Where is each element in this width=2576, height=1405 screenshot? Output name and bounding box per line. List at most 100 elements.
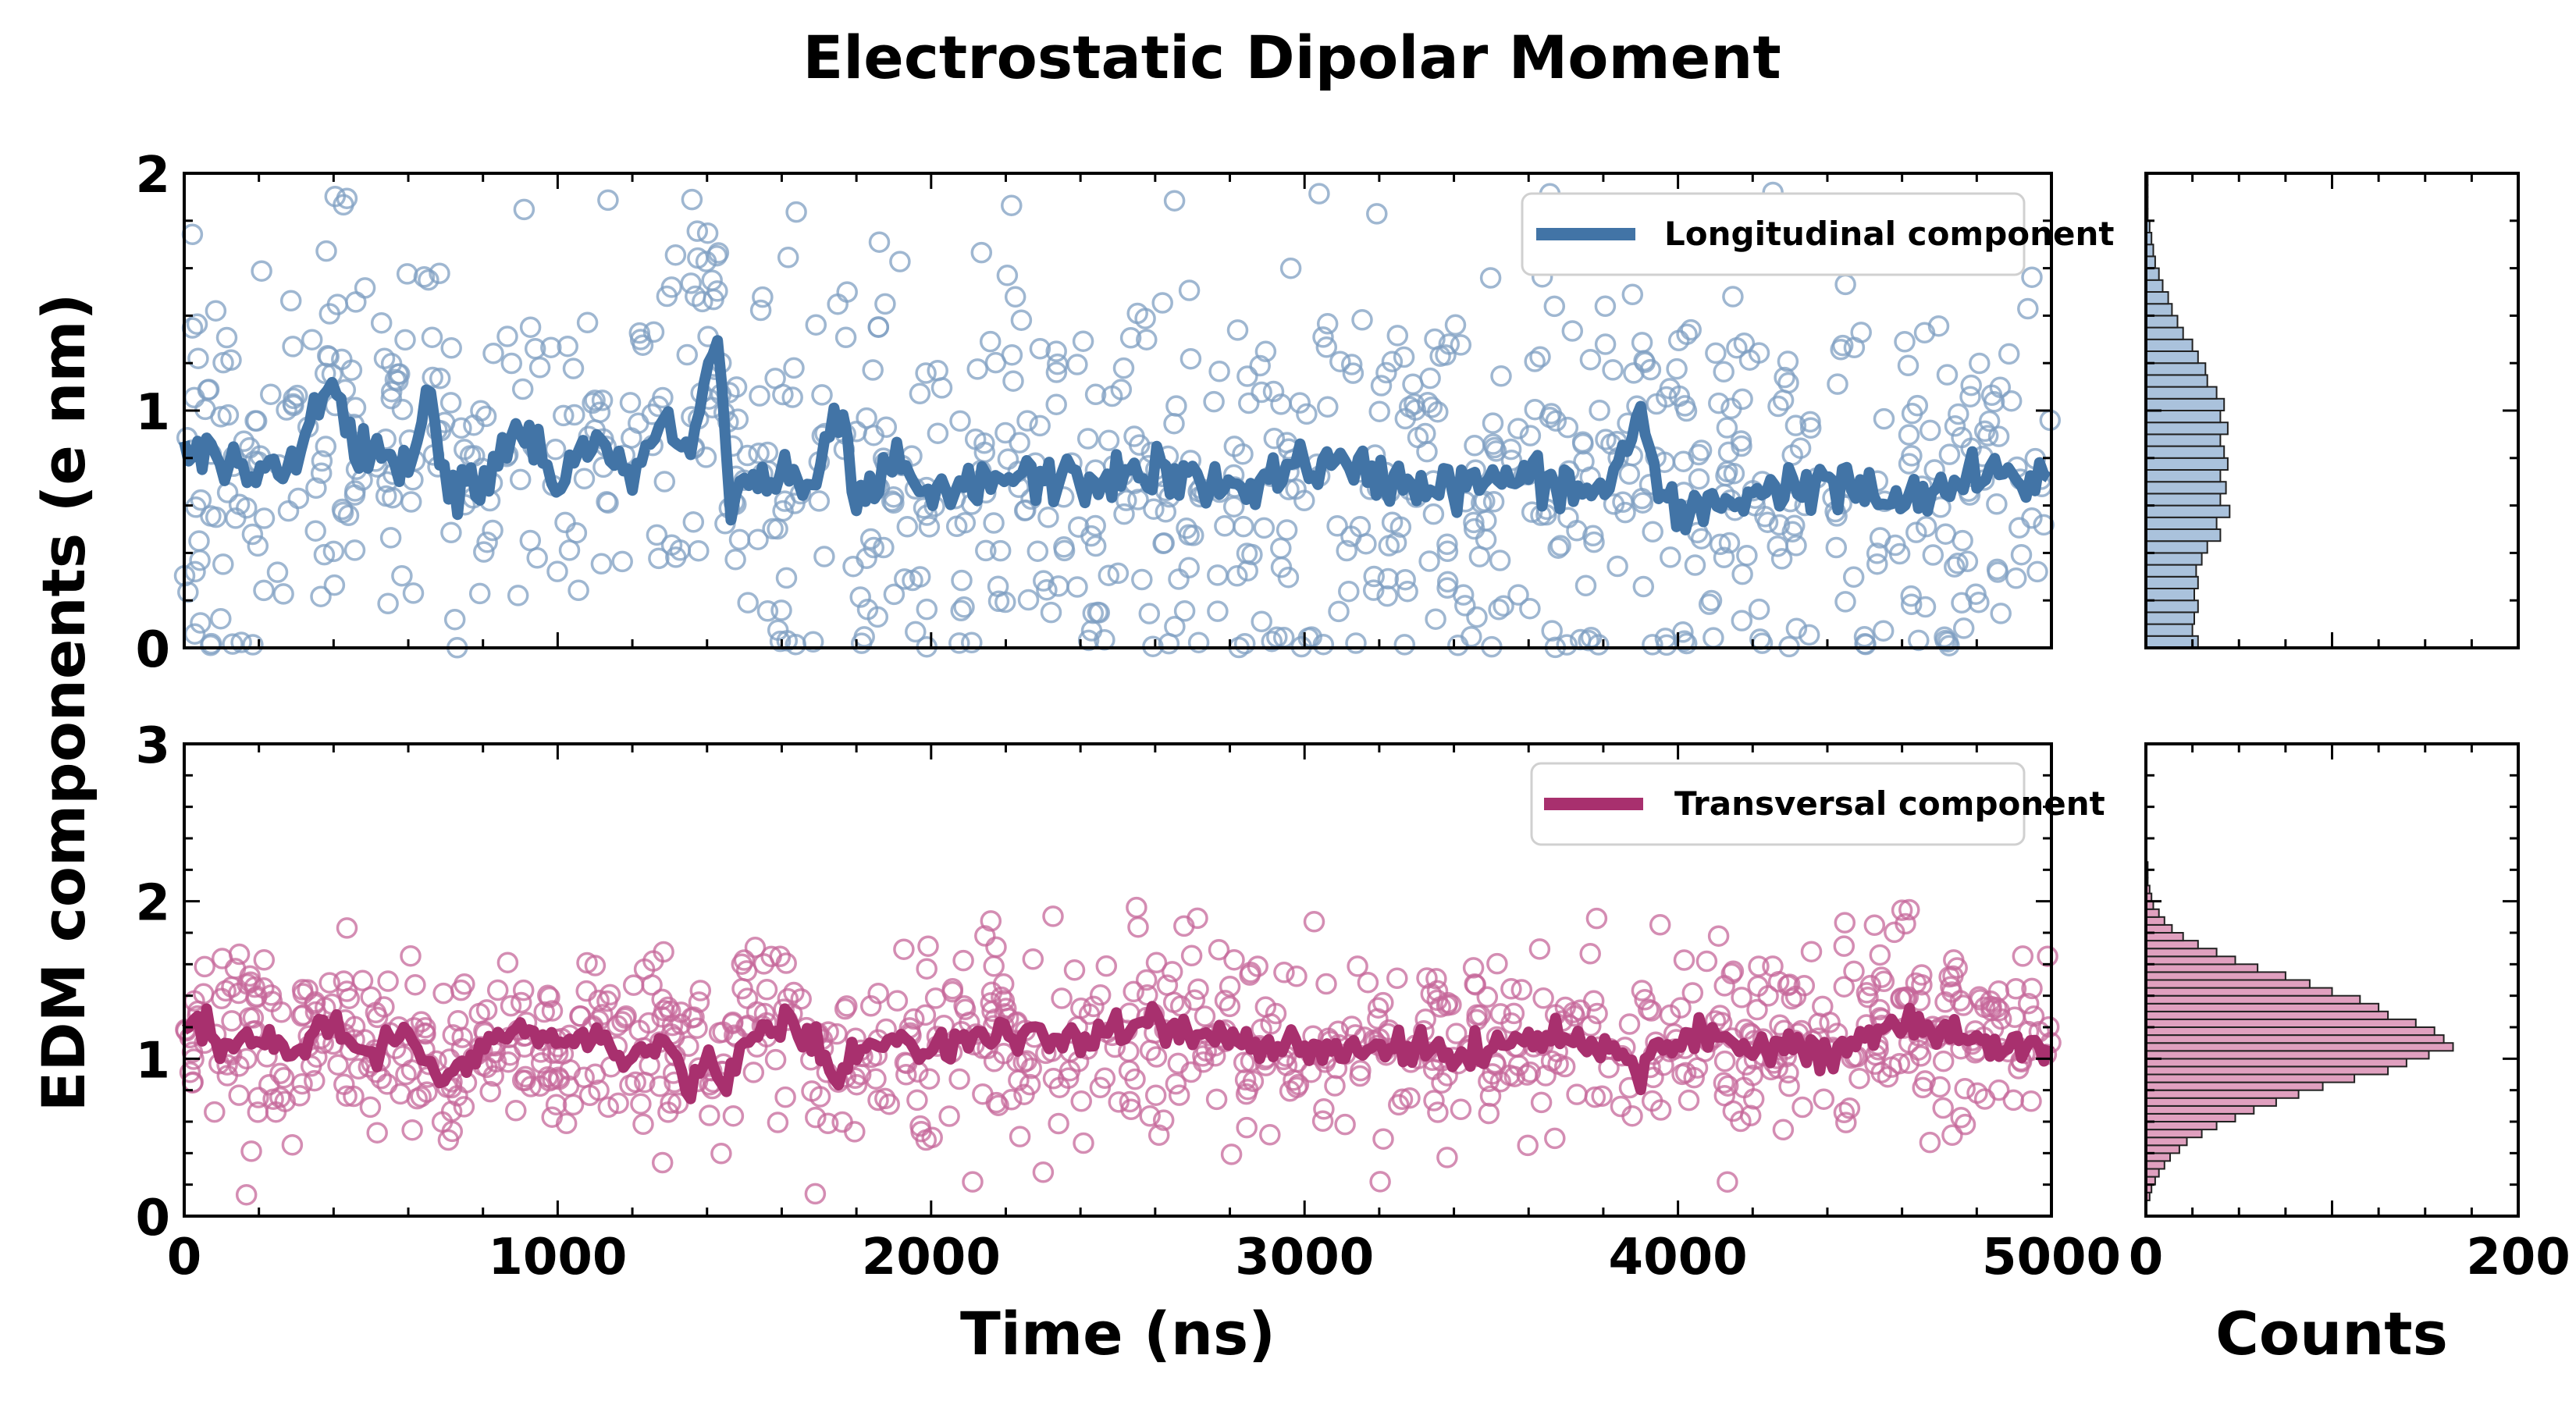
- scatter-point: [638, 1012, 660, 1034]
- scatter-point: [1869, 527, 1891, 549]
- scatter-point: [742, 1062, 765, 1083]
- scatter-point: [1941, 1124, 1963, 1147]
- scatter-point: [1594, 333, 1617, 355]
- scatter-point: [1447, 635, 1469, 656]
- scatter-point: [258, 1073, 280, 1096]
- scatter-point: [749, 385, 770, 407]
- scatter-point: [724, 549, 746, 571]
- scatter-point: [253, 507, 276, 529]
- scatter-point: [1713, 546, 1735, 569]
- scatter-point: [1053, 536, 1075, 558]
- scatter-point: [756, 979, 778, 1001]
- scatter-point: [470, 400, 492, 422]
- scatter-point: [422, 366, 443, 389]
- scatter-point: [390, 1083, 411, 1105]
- histogram-bar: [2145, 326, 2184, 340]
- scatter-point: [979, 330, 1002, 353]
- scatter-point: [1010, 309, 1033, 331]
- histogram-bar: [2145, 528, 2222, 542]
- histogram-bar: [2145, 422, 2229, 436]
- histogram-bar: [2145, 908, 2160, 918]
- scatter-point: [859, 528, 882, 550]
- scatter-point: [1226, 319, 1249, 341]
- scatter-point: [260, 383, 282, 405]
- scatter-point: [987, 590, 1010, 613]
- scatter-point: [1388, 1094, 1410, 1116]
- scatter-point: [1544, 1127, 1566, 1150]
- scatter-point: [565, 521, 588, 544]
- histogram-bar: [2145, 433, 2222, 447]
- scatter-point: [442, 1024, 464, 1046]
- scatter-point: [805, 314, 827, 336]
- scatter-point: [1315, 336, 1338, 358]
- scatter-point: [1017, 589, 1040, 611]
- scatter-point: [509, 468, 532, 491]
- scatter-point: [1123, 980, 1144, 1003]
- scatter-point: [1153, 532, 1175, 554]
- scatter-point: [1989, 376, 2012, 399]
- scatter-point: [985, 936, 1007, 959]
- scatter-point: [2002, 1089, 2025, 1112]
- scatter-point: [680, 272, 702, 294]
- scatter-point: [1678, 1089, 1700, 1112]
- scatter-point: [1767, 535, 1788, 557]
- scatter-point: [1436, 540, 1459, 563]
- scatter-point: [633, 958, 656, 980]
- histogram-bar: [2145, 994, 2361, 1005]
- scatter-point: [906, 1089, 928, 1112]
- scatter-point: [1367, 997, 1389, 1019]
- scatter-point: [251, 260, 272, 282]
- scatter-point: [216, 1065, 239, 1087]
- scatter-point: [902, 569, 923, 592]
- scatter-point: [1165, 1072, 1187, 1095]
- scatter-point: [569, 1005, 591, 1027]
- scatter-point: [336, 917, 358, 939]
- scatter-point: [253, 579, 275, 602]
- scatter-point: [874, 1087, 896, 1110]
- scatter-point: [313, 543, 336, 566]
- scatter-point: [391, 398, 414, 421]
- scatter-point: [1717, 1075, 1739, 1097]
- scatter-point: [345, 291, 367, 313]
- scatter-point: [1956, 550, 1979, 573]
- scatter-point: [253, 949, 276, 971]
- histogram-bar: [2145, 1026, 2435, 1037]
- scatter-point: [1420, 983, 1443, 1005]
- scatter-point: [842, 555, 864, 578]
- scatter-point: [453, 1096, 475, 1118]
- scatter-point: [1684, 554, 1706, 576]
- scatter-point: [479, 1080, 501, 1103]
- scatter-point: [1345, 632, 1367, 654]
- scatter-point: [1482, 491, 1505, 513]
- scatter-point: [304, 991, 326, 1013]
- scatter-point: [1279, 257, 1302, 279]
- scatter-point: [1326, 515, 1348, 537]
- scatter-point: [1483, 436, 1506, 459]
- scatter-point: [1785, 617, 1808, 639]
- scatter-point: [310, 585, 332, 607]
- scatter-point: [909, 382, 931, 405]
- scatter-point: [1866, 542, 1888, 564]
- scatter-point: [1289, 392, 1311, 414]
- scatter-point: [949, 410, 971, 432]
- scatter-point: [1340, 525, 1362, 547]
- scatter-point: [241, 523, 264, 546]
- scatter-point: [217, 404, 240, 426]
- scatter-point: [1223, 948, 1245, 971]
- scatter-point: [327, 1054, 349, 1076]
- scatter-point: [834, 326, 857, 349]
- scatter-point: [400, 944, 422, 967]
- histogram-bar: [2145, 963, 2259, 973]
- scatter-point: [749, 299, 772, 322]
- scatter-point: [225, 507, 247, 529]
- scatter-point: [544, 438, 567, 461]
- longitudinal-smoothed-line: [179, 335, 2051, 535]
- scatter-point: [1136, 329, 1158, 350]
- scatter-point: [1757, 985, 1779, 1007]
- scatter-point: [1080, 620, 1103, 642]
- scatter-point: [1777, 372, 1799, 394]
- scatter-point: [2021, 977, 2043, 1000]
- scatter-point: [653, 471, 676, 493]
- scatter-point: [281, 1133, 304, 1156]
- scatter-point: [1042, 905, 1064, 927]
